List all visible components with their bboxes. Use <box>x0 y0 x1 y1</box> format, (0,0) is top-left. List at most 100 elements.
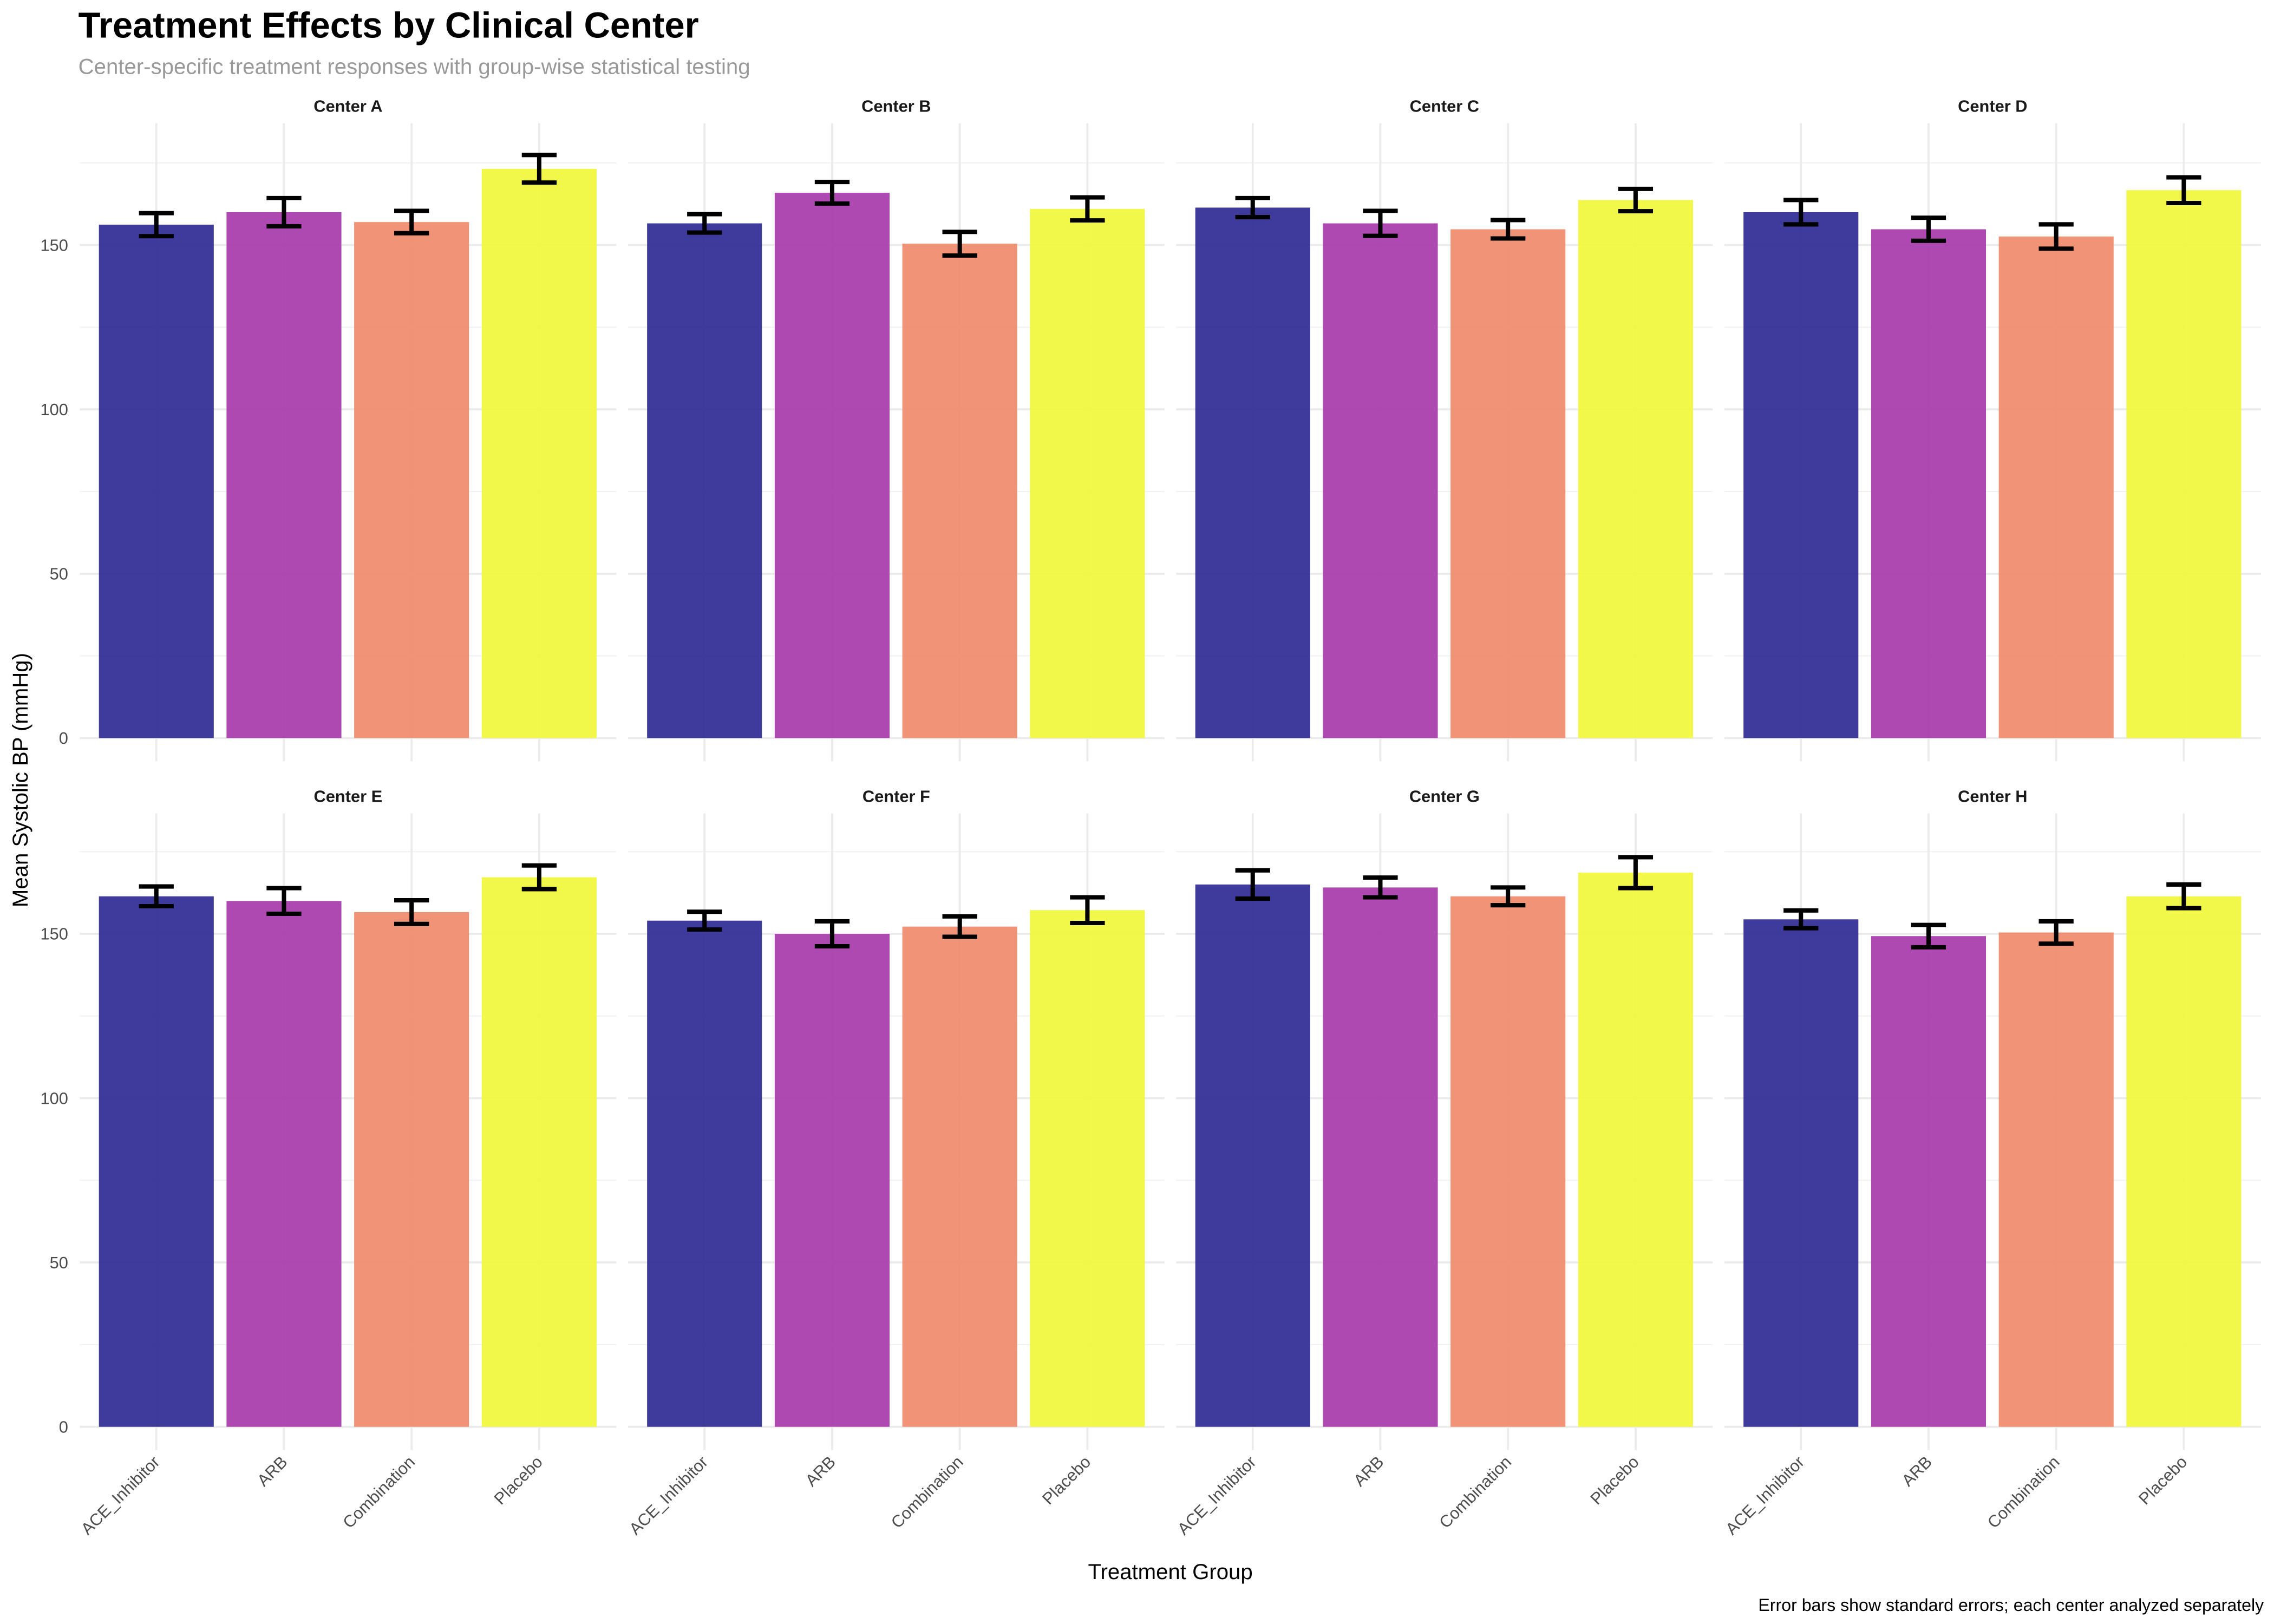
bar <box>1871 936 1987 1427</box>
error-bar <box>1783 198 1819 227</box>
error-bar <box>814 180 850 206</box>
error-bar <box>1911 215 1946 243</box>
panels: Center A 0 50 100 150 Center B Center C Center … <box>41 96 2261 1538</box>
facet-strip-label: Center A <box>313 96 382 115</box>
bar <box>1323 887 1438 1427</box>
x-tick-label: Placebo <box>2135 1452 2191 1508</box>
error-bar <box>1070 195 1105 223</box>
bar <box>647 920 762 1427</box>
x-tick-label: Placebo <box>1586 1452 1642 1508</box>
bar <box>1578 200 1693 738</box>
bar <box>1323 223 1438 738</box>
error-bar <box>2038 919 2074 946</box>
error-bar <box>1070 895 1105 925</box>
error-bar <box>139 884 174 909</box>
error-bar <box>1235 195 1270 220</box>
bar <box>1450 229 1566 738</box>
bar <box>1195 884 1310 1427</box>
error-bar <box>1235 868 1270 901</box>
x-tick-label: Combination <box>339 1452 419 1532</box>
x-axis-title: Treatment Group <box>1088 1560 1252 1584</box>
facet-panel: Center F ACE_Inhibitor ARB Combination Place… <box>625 787 1165 1538</box>
x-tick-label: ARB <box>253 1452 291 1490</box>
bar <box>774 193 890 738</box>
x-tick-label: ACE_Inhibitor <box>1174 1452 1260 1538</box>
x-tick-label: ACE_Inhibitor <box>77 1452 164 1538</box>
y-tick-label: 50 <box>50 565 68 584</box>
bar <box>354 222 469 738</box>
error-bar <box>521 153 557 185</box>
facet-panel: Center B <box>628 96 1165 762</box>
error-bar <box>1618 186 1654 214</box>
facet-strip-label: Center E <box>314 787 383 806</box>
bar <box>647 223 762 738</box>
x-tick-label: Combination <box>1435 1452 1515 1532</box>
error-bar <box>2038 222 2074 251</box>
error-bar <box>1363 208 1398 238</box>
bar <box>1871 229 1987 738</box>
x-tick-label: Combination <box>1984 1452 2063 1532</box>
bar <box>1195 207 1310 738</box>
y-tick-label: 50 <box>50 1253 68 1272</box>
x-tick-label: ACE_Inhibitor <box>1722 1452 1808 1538</box>
x-tick-label: Combination <box>887 1452 967 1532</box>
x-tick-label: ARB <box>1350 1452 1388 1490</box>
chart-caption: Error bars show standard errors; each ce… <box>1758 1595 2264 1615</box>
facet-strip-label: Center H <box>1958 787 2027 806</box>
chart-title: Treatment Effects by Clinical Center <box>79 5 699 46</box>
error-bar <box>1783 908 1819 931</box>
x-tick-label: ACE_Inhibitor <box>625 1452 711 1538</box>
error-bar <box>521 863 557 892</box>
facet-strip-label: Center G <box>1409 787 1480 806</box>
x-tick-label: Placebo <box>1038 1452 1094 1508</box>
error-bar <box>266 886 302 916</box>
bar <box>2126 896 2242 1427</box>
facet-strip-label: Center C <box>1410 96 1479 115</box>
bar <box>902 244 1017 738</box>
bar <box>99 225 214 738</box>
bar <box>226 212 342 738</box>
error-bar <box>139 211 174 239</box>
chart-subtitle: Center-specific treatment responses with… <box>79 55 750 79</box>
y-tick-label: 100 <box>41 1089 68 1108</box>
bar <box>1030 208 1145 738</box>
facet-panel: Center H ACE_Inhibitor ARB Combination Place… <box>1722 787 2261 1538</box>
bar <box>481 877 597 1427</box>
error-bar <box>942 230 977 258</box>
error-bar <box>687 909 722 932</box>
facet-panel: Center G ACE_Inhibitor ARB Combination Place… <box>1174 787 1713 1538</box>
y-tick-label: 150 <box>41 235 68 254</box>
error-bar <box>2166 882 2201 911</box>
error-bar <box>394 208 429 235</box>
facet-strip-label: Center B <box>861 96 931 115</box>
y-tick-label: 0 <box>59 729 68 748</box>
facet-panel: Center D <box>1724 96 2261 762</box>
error-bar <box>942 914 977 939</box>
error-bar <box>394 898 429 926</box>
bar <box>1743 919 1859 1427</box>
facet-panel: Center A 0 50 100 150 <box>41 96 617 762</box>
y-tick-label: 150 <box>41 925 68 944</box>
error-bar <box>2166 175 2201 205</box>
error-bar <box>1363 875 1398 900</box>
x-tick-label: ARB <box>1898 1452 1936 1490</box>
bar <box>902 926 1017 1427</box>
error-bar <box>1911 922 1946 949</box>
y-axis-title: Mean Systolic BP (mmHg) <box>8 653 32 907</box>
error-bar <box>266 195 302 229</box>
facet-strip-label: Center D <box>1958 96 2027 115</box>
bar <box>354 912 469 1427</box>
x-tick-label: Placebo <box>490 1452 546 1508</box>
bar <box>1743 212 1859 738</box>
facet-panel: Center E 0 50 100 150 ACE_Inhibitor ARB Combina… <box>41 787 617 1538</box>
bar <box>99 896 214 1427</box>
bar <box>1578 873 1693 1427</box>
bar <box>1030 910 1145 1427</box>
error-bar <box>1491 218 1526 241</box>
y-tick-label: 0 <box>59 1417 68 1436</box>
bar <box>481 168 597 738</box>
error-bar <box>814 919 850 949</box>
bar <box>2126 190 2242 738</box>
x-tick-label: ARB <box>801 1452 839 1490</box>
